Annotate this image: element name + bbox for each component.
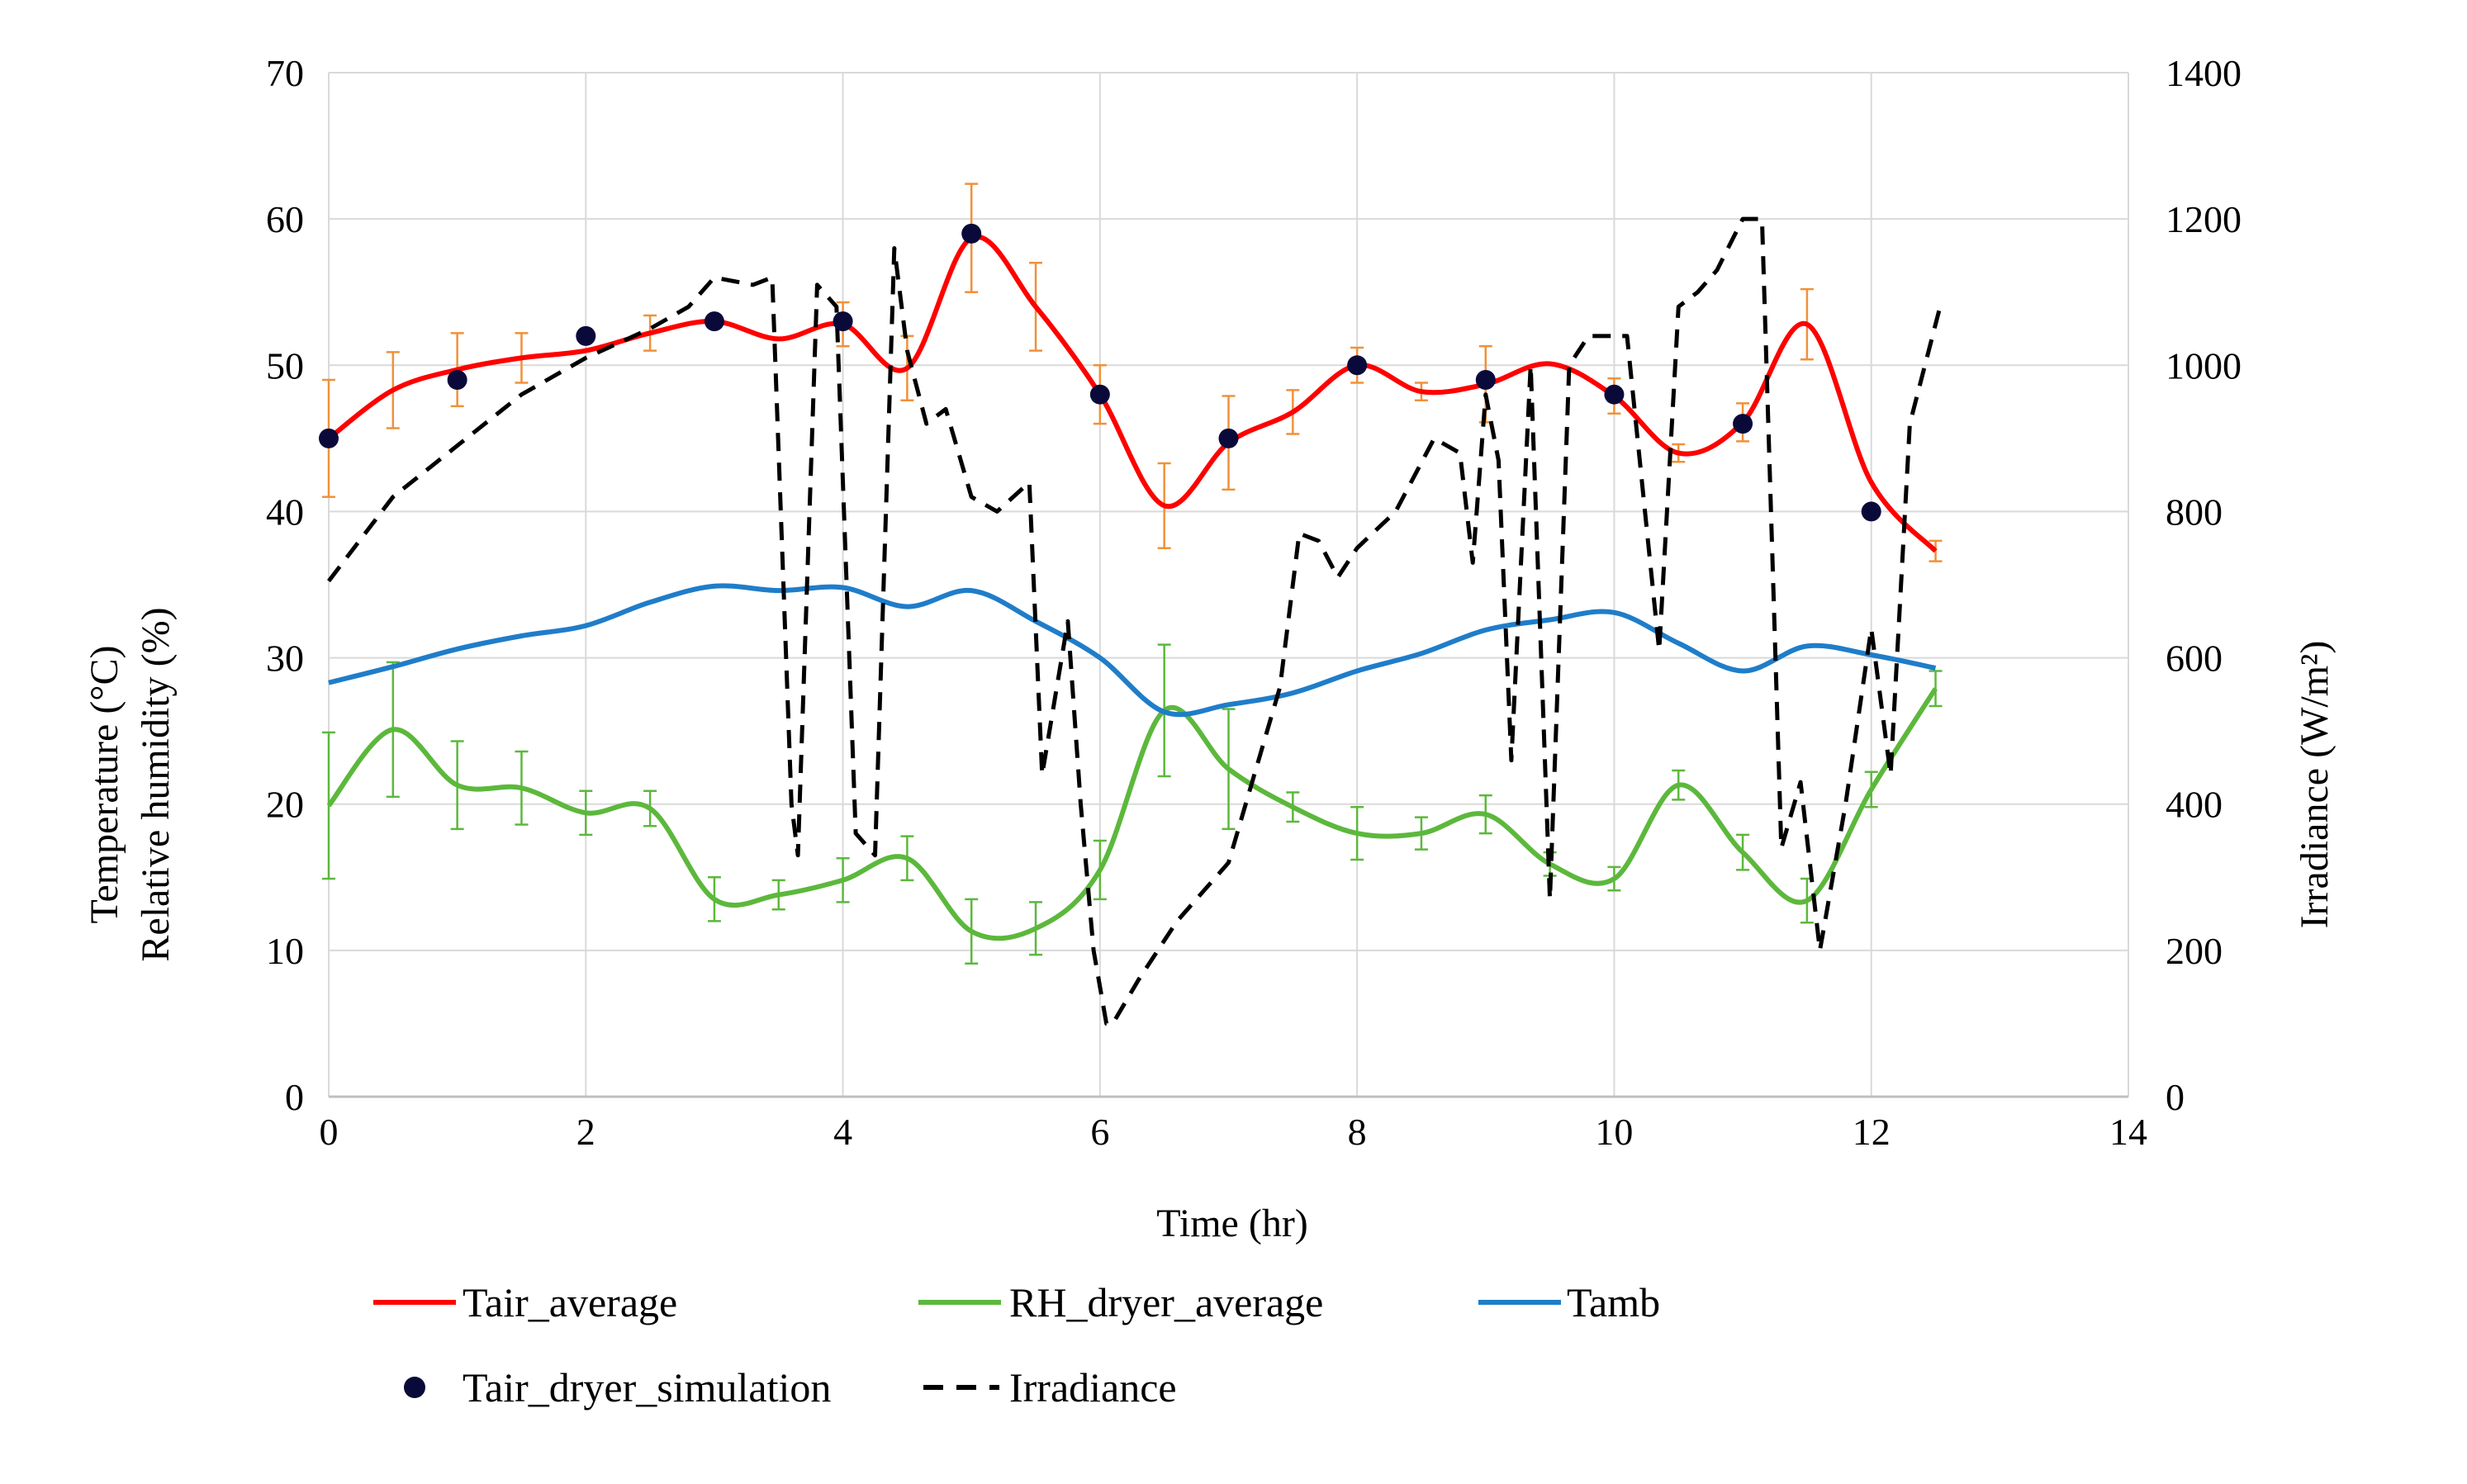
- legend-swatch-sim: [404, 1377, 425, 1398]
- x-tick-label-5: 10: [1595, 1111, 1633, 1153]
- sim-point-3: [704, 311, 724, 332]
- y2-tick-label-2: 400: [2166, 784, 2223, 826]
- y2-tick-label-1: 200: [2166, 930, 2223, 972]
- y-tick-label-3: 30: [266, 638, 304, 680]
- x-tick-label-1: 2: [576, 1111, 595, 1153]
- y-tick-label-5: 50: [266, 344, 304, 386]
- sim-point-5: [961, 223, 982, 244]
- y2-tick-label-5: 1000: [2166, 344, 2242, 386]
- rh-errorbar-25: [1929, 670, 1943, 708]
- sim-point-1: [447, 370, 467, 390]
- sim-point-0: [319, 428, 339, 448]
- y2-tick-label-6: 1200: [2166, 198, 2242, 240]
- legend-label-tamb: Tamb: [1567, 1279, 1660, 1325]
- y2-axis-title: Irradiance (W/m²): [2293, 641, 2337, 929]
- y2-tick-label-3: 600: [2166, 638, 2223, 680]
- y2-tick-label-7: 1400: [2166, 52, 2242, 94]
- y-tick-label-2: 20: [266, 784, 304, 826]
- legend-item-sim: Tair_dryer_simulation: [404, 1364, 831, 1411]
- y2-tick-label-4: 800: [2166, 491, 2223, 533]
- sim-point-9: [1475, 370, 1496, 390]
- sim-point-4: [833, 311, 853, 332]
- y-axis-title: Temperature (°C) Relative humidity (%): [83, 607, 178, 961]
- y-tick-label-0: 0: [285, 1076, 304, 1118]
- legend-label-tair: Tair_average: [463, 1279, 677, 1325]
- rh-series-line: [326, 687, 1938, 941]
- sim-point-2: [576, 325, 596, 346]
- sim-point-10: [1604, 384, 1625, 405]
- legend-item-irradiance: Irradiance: [923, 1364, 1177, 1411]
- x-tick-label-7: 14: [2109, 1111, 2147, 1153]
- y-tick-label-1: 10: [266, 930, 304, 972]
- x-axis-title: Time (hr): [1156, 1202, 1308, 1245]
- series-lines: [326, 216, 1944, 1026]
- sim-point-6: [1089, 384, 1110, 405]
- sim-point-8: [1347, 355, 1368, 376]
- x-tick-label-2: 4: [833, 1111, 852, 1153]
- x-tick-label-3: 6: [1090, 1111, 1109, 1153]
- y-tick-label-6: 60: [266, 198, 304, 240]
- simulation-markers: [319, 223, 1881, 522]
- sim-point-7: [1218, 428, 1239, 448]
- legend-label-rh: RH_dryer_average: [1009, 1279, 1323, 1325]
- tick-labels: 0 2 4 6 8 10 12 14 0 10 20 30 40 50 60 70 0 200 400 600 800 1…: [266, 52, 2242, 1153]
- y-axis-title-line-2: Relative humidity (%): [134, 607, 178, 961]
- tamb-series-line: [328, 583, 1937, 718]
- y2-tick-label-0: 0: [2166, 1076, 2185, 1118]
- legend: Tair_average RH_dryer_average Tamb Tair_…: [373, 1279, 1660, 1411]
- y-tick-label-7: 70: [266, 52, 304, 94]
- legend-label-sim: Tair_dryer_simulation: [463, 1364, 831, 1411]
- sim-point-11: [1733, 414, 1753, 434]
- legend-item-tamb: Tamb: [1478, 1279, 1660, 1325]
- legend-label-irradiance: Irradiance: [1009, 1364, 1177, 1411]
- legend-item-rh: RH_dryer_average: [918, 1279, 1323, 1325]
- legend-item-tair: Tair_average: [373, 1279, 677, 1325]
- y-axis-title-line-1: Temperature (°C): [83, 645, 126, 923]
- x-tick-label-4: 8: [1348, 1111, 1367, 1153]
- sim-point-12: [1861, 501, 1881, 522]
- x-tick-label-6: 12: [1853, 1111, 1891, 1153]
- x-tick-label-0: 0: [320, 1111, 339, 1153]
- y-tick-label-4: 40: [266, 491, 304, 533]
- irr-series-line: [327, 216, 1944, 1026]
